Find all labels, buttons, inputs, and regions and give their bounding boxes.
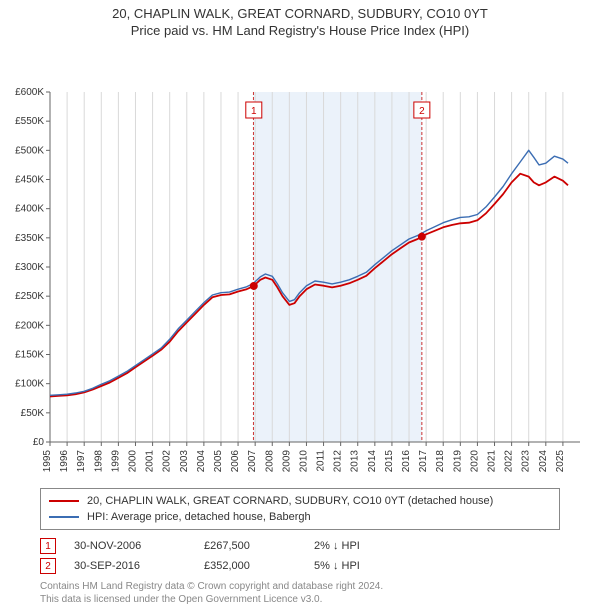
svg-text:£600K: £600K bbox=[15, 87, 44, 98]
transaction-price: £352,000 bbox=[204, 560, 314, 572]
legend-item: HPI: Average price, detached house, Babe… bbox=[49, 509, 551, 525]
svg-text:2024: 2024 bbox=[538, 450, 549, 473]
svg-text:£350K: £350K bbox=[15, 233, 44, 244]
transaction-marker: 2 bbox=[40, 558, 56, 574]
svg-text:2023: 2023 bbox=[521, 450, 532, 473]
transaction-row: 2 30-SEP-2016£352,0005% ↓ HPI bbox=[40, 556, 560, 576]
chart-titles: 20, CHAPLIN WALK, GREAT CORNARD, SUDBURY… bbox=[0, 6, 600, 38]
svg-text:2011: 2011 bbox=[316, 450, 327, 472]
svg-text:2004: 2004 bbox=[196, 450, 207, 473]
svg-text:2002: 2002 bbox=[162, 450, 173, 473]
svg-text:1: 1 bbox=[251, 106, 257, 117]
svg-text:£50K: £50K bbox=[21, 408, 45, 419]
legend-swatch bbox=[49, 500, 79, 502]
svg-text:1998: 1998 bbox=[93, 450, 104, 473]
transaction-row: 1 30-NOV-2006£267,5002% ↓ HPI bbox=[40, 536, 560, 556]
svg-text:£500K: £500K bbox=[15, 145, 44, 156]
legend-swatch bbox=[49, 516, 79, 518]
svg-text:2003: 2003 bbox=[179, 450, 190, 473]
svg-text:2019: 2019 bbox=[452, 450, 463, 473]
svg-text:2008: 2008 bbox=[264, 450, 275, 473]
line-chart: £0 £50K £100K £150K £200K £250K £300K £350K £400… bbox=[0, 42, 600, 482]
svg-text:2021: 2021 bbox=[487, 450, 498, 473]
chart-container: 20, CHAPLIN WALK, GREAT CORNARD, SUDBURY… bbox=[0, 6, 600, 606]
legend-label: 20, CHAPLIN WALK, GREAT CORNARD, SUDBURY… bbox=[87, 495, 493, 507]
legend: 20, CHAPLIN WALK, GREAT CORNARD, SUDBURY… bbox=[40, 488, 560, 530]
svg-text:£550K: £550K bbox=[15, 116, 44, 127]
svg-text:2012: 2012 bbox=[333, 450, 344, 473]
svg-text:£100K: £100K bbox=[15, 379, 44, 390]
svg-text:1995: 1995 bbox=[42, 450, 53, 473]
transaction-price: £267,500 bbox=[204, 540, 314, 552]
svg-text:2007: 2007 bbox=[247, 450, 258, 473]
transaction-date: 30-NOV-2006 bbox=[74, 540, 204, 552]
svg-text:2: 2 bbox=[419, 106, 425, 117]
svg-text:1996: 1996 bbox=[59, 450, 70, 473]
svg-text:£200K: £200K bbox=[15, 320, 44, 331]
svg-text:1997: 1997 bbox=[76, 450, 87, 473]
svg-text:2025: 2025 bbox=[555, 450, 566, 473]
transaction-marker: 1 bbox=[40, 538, 56, 554]
svg-text:£150K: £150K bbox=[15, 350, 44, 361]
svg-text:2016: 2016 bbox=[401, 450, 412, 473]
svg-text:2001: 2001 bbox=[145, 450, 156, 473]
legend-label: HPI: Average price, detached house, Babe… bbox=[87, 511, 311, 523]
footer-attribution: Contains HM Land Registry data © Crown c… bbox=[40, 580, 560, 606]
svg-text:2005: 2005 bbox=[213, 450, 224, 473]
title-address: 20, CHAPLIN WALK, GREAT CORNARD, SUDBURY… bbox=[0, 6, 600, 21]
svg-text:£450K: £450K bbox=[15, 175, 44, 186]
svg-text:2017: 2017 bbox=[418, 450, 429, 473]
transactions-table: 1 30-NOV-2006£267,5002% ↓ HPI 2 30-SEP-2016… bbox=[40, 536, 560, 576]
svg-text:£400K: £400K bbox=[15, 204, 44, 215]
svg-text:2018: 2018 bbox=[435, 450, 446, 473]
svg-text:2000: 2000 bbox=[127, 450, 138, 473]
svg-text:2020: 2020 bbox=[469, 450, 480, 473]
svg-text:2015: 2015 bbox=[384, 450, 395, 473]
transaction-change: 2% ↓ HPI bbox=[314, 540, 434, 552]
svg-text:£250K: £250K bbox=[15, 291, 44, 302]
transaction-date: 30-SEP-2016 bbox=[74, 560, 204, 572]
title-subtitle: Price paid vs. HM Land Registry's House … bbox=[0, 23, 600, 38]
transaction-change: 5% ↓ HPI bbox=[314, 560, 434, 572]
svg-text:2009: 2009 bbox=[281, 450, 292, 473]
svg-text:2010: 2010 bbox=[298, 450, 309, 473]
footer-line2: This data is licensed under the Open Gov… bbox=[40, 593, 560, 606]
svg-text:£0: £0 bbox=[33, 437, 45, 448]
legend-item: 20, CHAPLIN WALK, GREAT CORNARD, SUDBURY… bbox=[49, 493, 551, 509]
svg-text:2014: 2014 bbox=[367, 450, 378, 473]
footer-line1: Contains HM Land Registry data © Crown c… bbox=[40, 580, 560, 593]
svg-text:1999: 1999 bbox=[110, 450, 121, 473]
svg-text:2006: 2006 bbox=[230, 450, 241, 473]
svg-text:2013: 2013 bbox=[350, 450, 361, 473]
svg-text:2022: 2022 bbox=[504, 450, 515, 473]
svg-text:£300K: £300K bbox=[15, 262, 44, 273]
